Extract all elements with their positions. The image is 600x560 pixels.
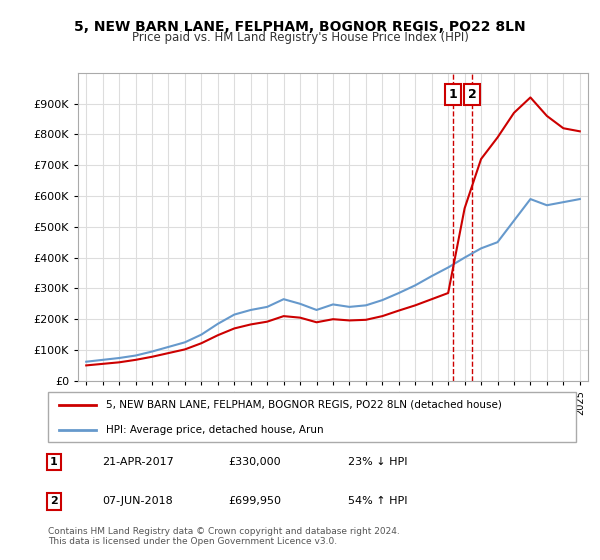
Text: 5, NEW BARN LANE, FELPHAM, BOGNOR REGIS, PO22 8LN (detached house): 5, NEW BARN LANE, FELPHAM, BOGNOR REGIS,… xyxy=(106,400,502,409)
FancyBboxPatch shape xyxy=(48,392,576,442)
Text: 2: 2 xyxy=(50,496,58,506)
Text: £699,950: £699,950 xyxy=(228,496,281,506)
Text: 23% ↓ HPI: 23% ↓ HPI xyxy=(348,457,407,467)
Text: Contains HM Land Registry data © Crown copyright and database right 2024.
This d: Contains HM Land Registry data © Crown c… xyxy=(48,526,400,546)
Text: 54% ↑ HPI: 54% ↑ HPI xyxy=(348,496,407,506)
Text: £330,000: £330,000 xyxy=(228,457,281,467)
Text: HPI: Average price, detached house, Arun: HPI: Average price, detached house, Arun xyxy=(106,425,324,435)
Text: 21-APR-2017: 21-APR-2017 xyxy=(102,457,174,467)
Text: 5, NEW BARN LANE, FELPHAM, BOGNOR REGIS, PO22 8LN: 5, NEW BARN LANE, FELPHAM, BOGNOR REGIS,… xyxy=(74,20,526,34)
Text: 07-JUN-2018: 07-JUN-2018 xyxy=(102,496,173,506)
Text: 2: 2 xyxy=(467,88,476,101)
Text: Price paid vs. HM Land Registry's House Price Index (HPI): Price paid vs. HM Land Registry's House … xyxy=(131,31,469,44)
Text: 1: 1 xyxy=(449,88,457,101)
Text: 1: 1 xyxy=(50,457,58,467)
